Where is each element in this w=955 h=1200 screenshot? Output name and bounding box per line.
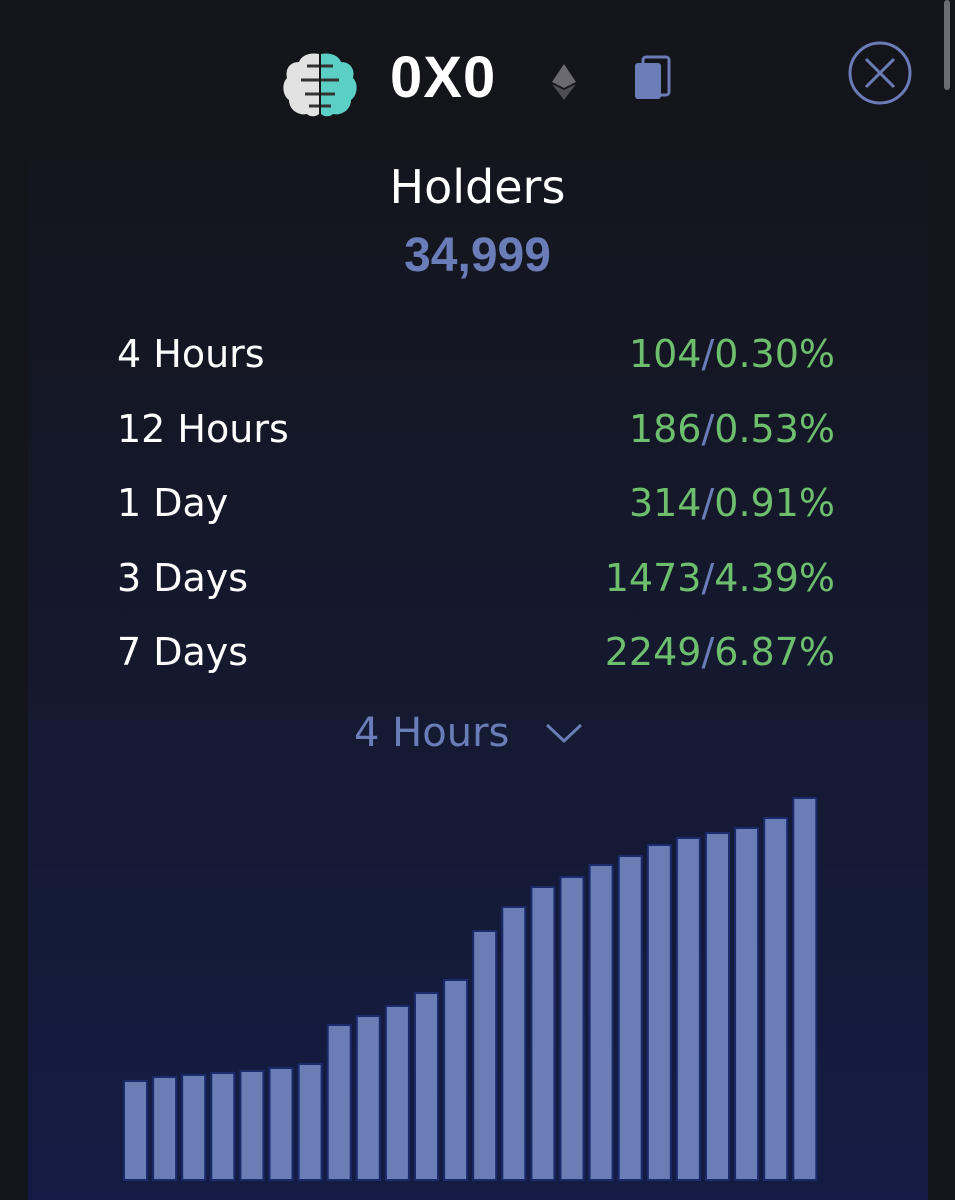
- separator: /: [701, 481, 715, 525]
- chart-bar[interactable]: [617, 855, 643, 1181]
- chart-bar[interactable]: [443, 979, 469, 1181]
- copy-icon[interactable]: [633, 55, 671, 101]
- holder-change-row: 4 Hours 104/0.30%: [117, 332, 835, 382]
- brain-logo-icon: [283, 53, 357, 117]
- period-change: 186/0.53%: [629, 407, 835, 451]
- chart-bar[interactable]: [588, 864, 614, 1181]
- chart-bar[interactable]: [297, 1063, 323, 1181]
- ethereum-icon: [552, 64, 576, 100]
- chart-bar[interactable]: [646, 844, 672, 1181]
- change-percent: 6.87%: [714, 630, 835, 674]
- change-count: 314: [628, 481, 702, 525]
- timeframe-dropdown[interactable]: 4 Hours: [354, 710, 583, 756]
- chart-bar[interactable]: [152, 1076, 178, 1181]
- separator: /: [701, 406, 715, 451]
- period-change: 2249/6.87%: [605, 630, 835, 674]
- period-label: 12 Hours: [117, 406, 289, 451]
- separator: /: [701, 332, 715, 376]
- chart-bar[interactable]: [472, 930, 498, 1181]
- chart-bar[interactable]: [268, 1067, 294, 1181]
- change-count: 104: [628, 332, 702, 376]
- chart-bar[interactable]: [501, 906, 527, 1181]
- chart-bar[interactable]: [763, 817, 789, 1181]
- chart-bar[interactable]: [792, 797, 818, 1181]
- scrollbar[interactable]: [944, 0, 950, 90]
- holders-count: 34,999: [404, 229, 551, 282]
- chart-bar[interactable]: [239, 1070, 265, 1181]
- change-percent: 4.39%: [714, 555, 835, 600]
- chart-bar[interactable]: [414, 992, 439, 1181]
- separator: /: [701, 555, 715, 600]
- period-change: 1473/4.39%: [605, 556, 835, 600]
- change-count: 186: [628, 406, 702, 451]
- change-percent: 0.30%: [714, 332, 835, 376]
- holder-change-row: 3 Days 1473/4.39%: [117, 556, 835, 606]
- chart-bar[interactable]: [355, 1015, 381, 1181]
- period-label: 7 Days: [117, 630, 249, 674]
- chart-bar[interactable]: [675, 837, 701, 1181]
- chart-bar[interactable]: [210, 1072, 236, 1181]
- separator: /: [701, 630, 715, 674]
- period-label: 1 Day: [117, 481, 229, 525]
- change-count: 1473: [604, 555, 702, 600]
- holders-bar-chart: [123, 797, 818, 1181]
- change-percent: 0.91%: [714, 481, 835, 525]
- chart-bar[interactable]: [384, 1005, 410, 1181]
- change-count: 2249: [604, 630, 702, 674]
- chart-bar[interactable]: [734, 827, 760, 1181]
- chart-bar[interactable]: [530, 886, 556, 1181]
- period-change: 104/0.30%: [629, 332, 835, 376]
- holder-change-row: 12 Hours 186/0.53%: [117, 407, 835, 457]
- chart-bar[interactable]: [705, 832, 730, 1181]
- change-percent: 0.53%: [714, 406, 835, 451]
- period-label: 3 Days: [117, 555, 249, 600]
- period-change: 314/0.91%: [629, 481, 835, 525]
- chevron-down-icon: [546, 723, 583, 744]
- chart-bar[interactable]: [326, 1024, 352, 1181]
- close-button[interactable]: [847, 40, 913, 106]
- chart-bar[interactable]: [559, 876, 585, 1181]
- token-name: 0X0: [390, 45, 497, 110]
- holders-title: Holders: [389, 160, 566, 214]
- holder-change-row: 7 Days 2249/6.87%: [117, 630, 835, 680]
- holder-change-row: 1 Day 314/0.91%: [117, 481, 835, 531]
- timeframe-selected: 4 Hours: [354, 710, 510, 756]
- period-label: 4 Hours: [117, 332, 265, 376]
- chart-bar[interactable]: [181, 1074, 207, 1181]
- chart-bar[interactable]: [123, 1080, 148, 1181]
